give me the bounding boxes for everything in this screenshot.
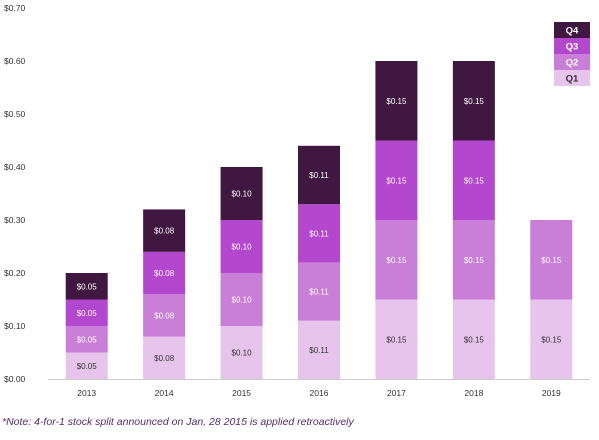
x-tick-label: 2015: [232, 388, 251, 398]
y-axis-ticks: $0.00 $0.10 $0.20 $0.30 $0.40 $0.50 $0.60 $0.70: [4, 3, 26, 384]
bar-q2-2014: [143, 294, 186, 337]
y-tick-label: $0.60: [4, 56, 26, 66]
bar-q1-2018: [452, 299, 495, 379]
data-label: $0.15: [464, 97, 485, 106]
legend-label: Q2: [566, 58, 579, 69]
bar-q4-2013: [65, 273, 108, 300]
data-label: $0.15: [464, 176, 485, 185]
legend-label: Q1: [566, 74, 579, 85]
legend-swatch-q4: [554, 22, 590, 38]
data-label: $0.15: [386, 176, 407, 185]
y-tick-label: $0.10: [4, 321, 26, 331]
bar-q4-2015: [220, 167, 263, 220]
bar-q4-2017: [375, 61, 418, 141]
data-label: $0.11: [309, 346, 329, 355]
data-label: $0.05: [77, 282, 98, 291]
bar-q2-2019: [530, 220, 573, 300]
x-tick-label: 2018: [464, 388, 483, 398]
bar-q3-2018: [452, 140, 495, 220]
data-label: $0.15: [386, 97, 407, 106]
data-label: $0.15: [464, 335, 485, 344]
data-label: $0.08: [154, 311, 175, 320]
bar-q2-2015: [220, 273, 263, 326]
data-label: $0.10: [232, 190, 253, 199]
data-label: $0.11: [309, 229, 329, 238]
y-tick-label: $0.40: [4, 162, 26, 172]
x-tick-label: 2014: [155, 388, 174, 398]
bar-q1-2019: [530, 299, 573, 379]
bar-q1-2014: [143, 336, 186, 379]
bar-q4-2018: [452, 61, 495, 141]
legend-label: Q4: [566, 26, 579, 37]
footnote: *Note: 4-for-1 stock split announced on …: [2, 416, 354, 428]
legend: Q4 Q3 Q2 Q1: [554, 22, 590, 86]
data-label: $0.11: [309, 288, 329, 297]
bar-q1-2017: [375, 299, 418, 379]
bar-q3-2017: [375, 140, 418, 220]
bar-q2-2017: [375, 220, 418, 300]
data-label: $0.15: [464, 256, 485, 265]
legend-swatch-q2: [554, 54, 590, 70]
bar-q3-2014: [143, 251, 186, 295]
y-tick-label: $0.20: [4, 268, 26, 278]
data-label: $0.05: [77, 362, 98, 371]
x-tick-label: 2013: [77, 388, 96, 398]
x-axis-ticks: 2013 2014 2015 2016 2017 2018 2019: [77, 388, 561, 398]
data-label: $0.05: [77, 309, 98, 318]
legend-label: Q3: [566, 42, 579, 53]
y-tick-label: $0.50: [4, 109, 26, 119]
bar-q3-2015: [220, 220, 263, 273]
x-tick-label: 2016: [310, 388, 329, 398]
bar-q2-2018: [452, 220, 495, 300]
bar-q1-2016: [298, 320, 340, 379]
data-label: $0.10: [232, 243, 253, 252]
bar-q4-2014: [143, 209, 186, 252]
legend-swatch-q1: [554, 70, 590, 86]
bar-q1-2013: [65, 352, 108, 379]
data-label: $0.08: [154, 269, 175, 278]
data-label: $0.05: [77, 335, 98, 344]
bars: $0.05 $0.05 $0.05 $0.05 $0.08 $0.08 $0.08 $0.08…: [65, 61, 573, 379]
bar-q1-2015: [220, 326, 263, 379]
data-label: $0.15: [541, 335, 562, 344]
data-label: $0.15: [541, 256, 562, 265]
data-label: $0.15: [386, 256, 407, 265]
stacked-bar-chart: $0.00 $0.10 $0.20 $0.30 $0.40 $0.50 $0.60 $0.70…: [4, 3, 590, 398]
y-tick-label: $0.70: [4, 3, 26, 13]
data-label: $0.10: [232, 296, 253, 305]
bar-q2-2016: [298, 262, 340, 321]
bar-q3-2013: [65, 299, 108, 326]
x-tick-label: 2017: [387, 388, 406, 398]
bar-q4-2016: [298, 145, 340, 205]
data-label: $0.15: [386, 335, 407, 344]
y-tick-label: $0.00: [4, 374, 26, 384]
bar-q3-2016: [298, 204, 340, 263]
data-label: $0.08: [154, 227, 175, 236]
data-label: $0.08: [154, 354, 175, 363]
data-label: $0.11: [309, 171, 329, 180]
bar-q2-2013: [65, 326, 108, 353]
y-tick-label: $0.30: [4, 215, 26, 225]
data-label: $0.10: [232, 349, 253, 358]
x-tick-label: 2019: [542, 388, 561, 398]
legend-swatch-q3: [554, 38, 590, 54]
